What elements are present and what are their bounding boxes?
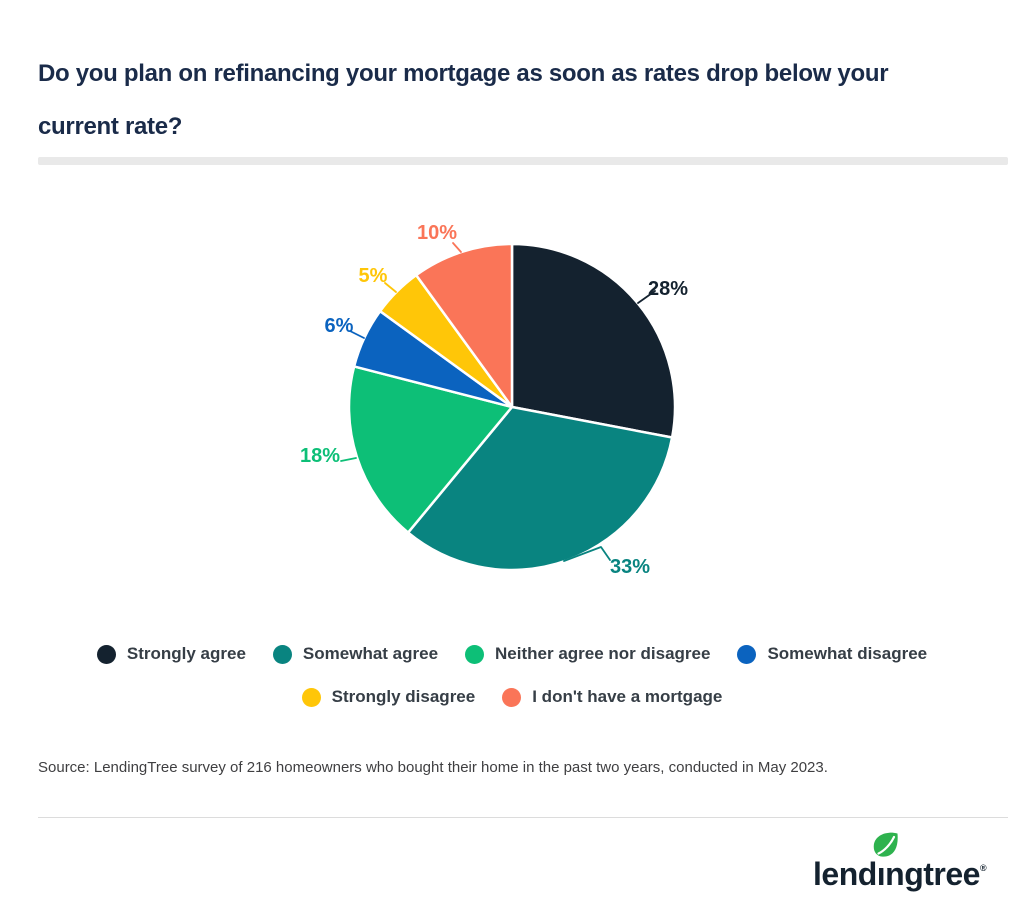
legend-dot-somewhat-disagree (737, 644, 757, 664)
legend-item-strongly-agree: Strongly agree (96, 644, 246, 664)
legend-label: Somewhat agree (302, 644, 439, 663)
pie-data-label-strongly-disagree: 5% (359, 265, 388, 287)
source-note: Source: LendingTree survey of 216 homeow… (38, 759, 828, 776)
chart-title: Do you plan on refinancing your mortgage… (38, 47, 968, 153)
legend-dot-i-don-t-have-a-mortgage (502, 687, 522, 707)
legend-dot-somewhat-agree (272, 644, 292, 664)
legend-dot-neither-agree-nor-disagree (465, 644, 485, 664)
pie-label-leader-i-don-t-have-a-mortgage (452, 242, 462, 253)
legend-item-somewhat-disagree: Somewhat disagree (737, 644, 927, 664)
pie-data-label-somewhat-disagree: 6% (325, 315, 354, 337)
registered-mark: ® (979, 863, 987, 873)
lendingtree-logo: lendıngtree® (813, 832, 987, 893)
pie-data-label-strongly-agree: 28% (648, 278, 688, 300)
pie-data-label-i-don-t-have-a-mortgage: 10% (417, 222, 457, 244)
legend-item-strongly-disagree: Strongly disagree (301, 687, 476, 707)
chart-legend: Strongly agree Somewhat agree Neither agre… (0, 644, 1024, 707)
chart-title-line-2: current rate? (38, 113, 183, 140)
legend-row: Strongly agree Somewhat agree Neither agre… (96, 644, 927, 664)
pie-label-leader-somewhat-agree (563, 546, 611, 562)
chart-title-line-1: Do you plan on refinancing your mortgage… (38, 60, 889, 87)
legend-dot-strongly-agree (96, 644, 116, 664)
legend-label: Strongly disagree (331, 687, 476, 706)
logo-wordmark: lendıngtree® (813, 856, 987, 892)
leaf-icon (873, 832, 898, 857)
legend-item-somewhat-agree: Somewhat agree (272, 644, 439, 664)
pie-label-leader-somewhat-disagree (349, 330, 365, 339)
legend-label: I don't have a mortgage (532, 687, 723, 706)
legend-row: Strongly disagree I don't have a mortgage (301, 687, 722, 707)
legend-item-i-don-t-have-a-mortgage: I don't have a mortgage (502, 687, 722, 707)
pie-data-label-neither-agree-nor-disagree: 18% (300, 445, 340, 467)
pie-label-leader-strongly-disagree (384, 282, 397, 293)
pie-label-leader-neither-agree-nor-disagree (340, 457, 357, 462)
pie-label-leader-strongly-agree (637, 290, 656, 304)
legend-item-neither-agree-nor-disagree: Neither agree nor disagree (465, 644, 710, 664)
title-divider (38, 157, 1008, 165)
legend-dot-strongly-disagree (301, 687, 321, 707)
legend-label: Neither agree nor disagree (495, 644, 711, 663)
legend-label: Somewhat disagree (767, 644, 928, 663)
legend-label: Strongly agree (126, 644, 246, 663)
footer-divider (38, 817, 1008, 818)
pie-data-label-somewhat-agree: 33% (610, 556, 650, 578)
pie-slice-strongly-agree (510, 242, 677, 439)
pie-slice-neither-agree-nor-disagree (347, 365, 514, 534)
